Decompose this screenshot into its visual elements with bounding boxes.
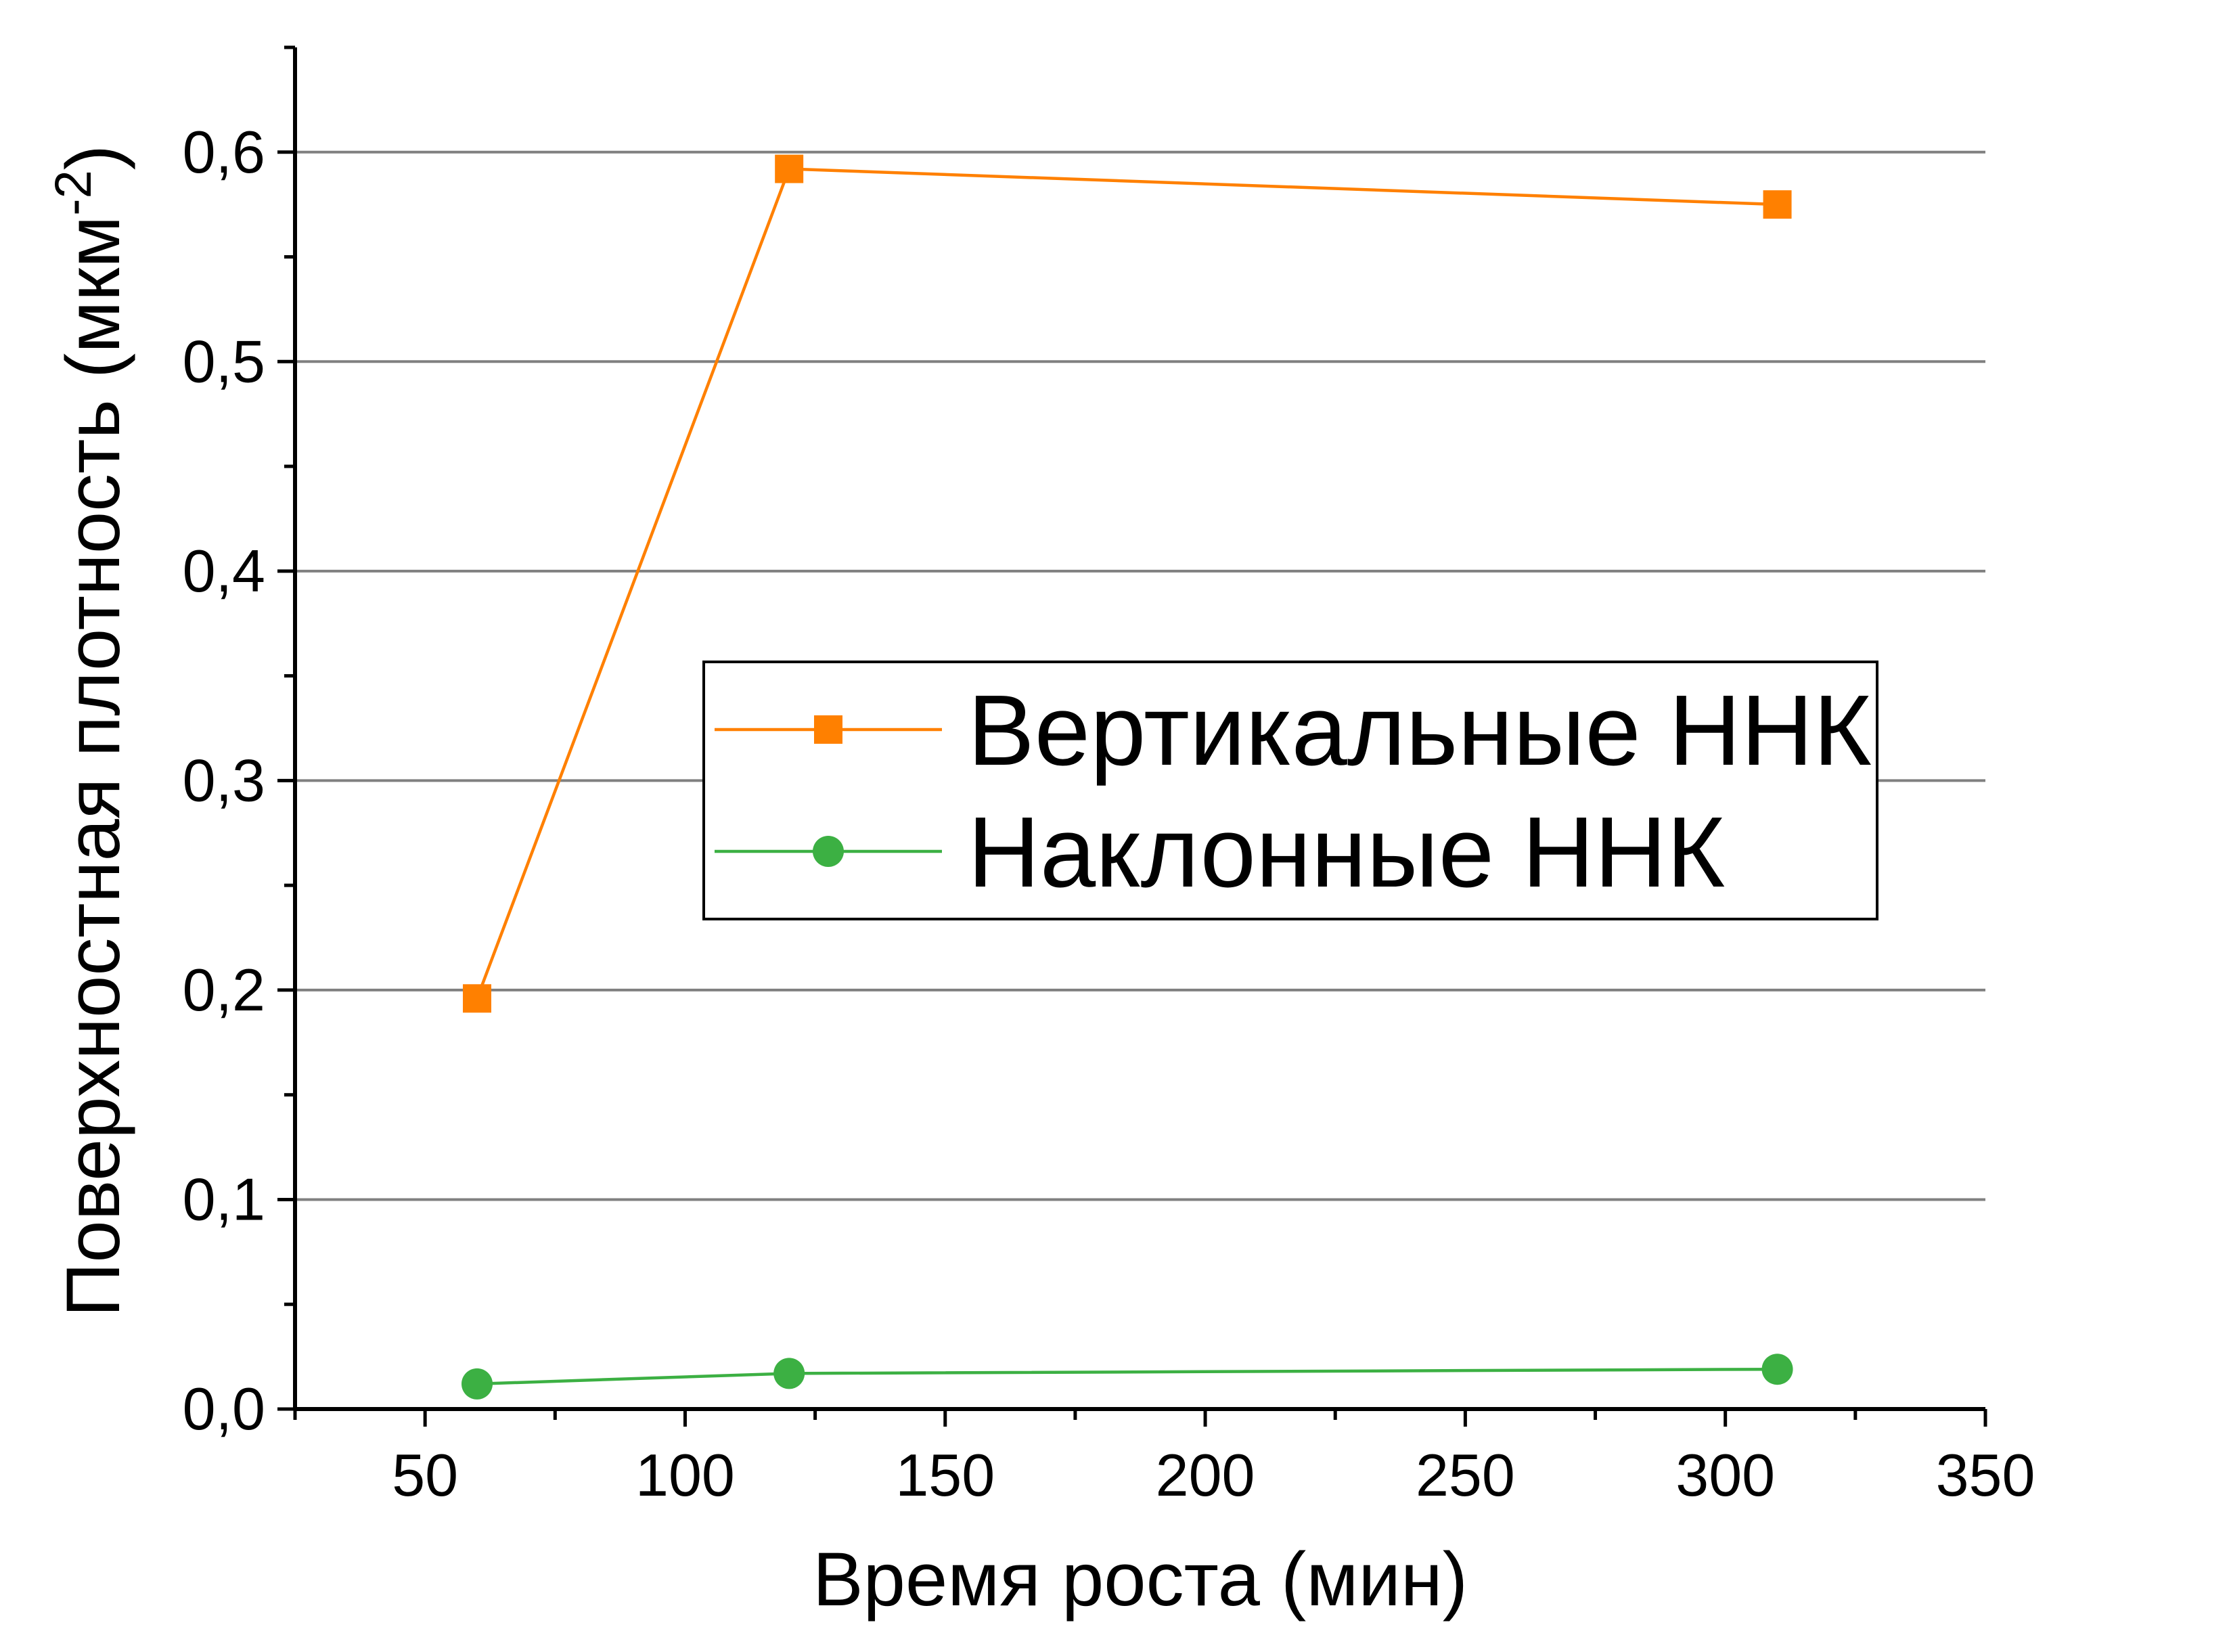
- data-point-circle: [773, 1358, 805, 1389]
- data-point-circle: [1761, 1354, 1793, 1385]
- y-axis-ticks: 0,0 0,1 0,2 0,3 0,4 0,5 0,6: [183, 45, 295, 1442]
- data-point-circle: [461, 1368, 493, 1400]
- legend-item-0: Вертикальные ННК: [715, 675, 1872, 786]
- x-axis-title: Время роста (мин): [813, 1537, 1468, 1622]
- series-0: [463, 154, 1792, 1013]
- legend-box: [702, 661, 1878, 920]
- legend-label-1: Наклонные ННК: [968, 797, 1725, 908]
- x-tick-label-5: 300: [1675, 1442, 1775, 1509]
- legend-marker-circle: [813, 836, 844, 867]
- x-tick-label-4: 250: [1416, 1442, 1515, 1509]
- x-tick-label-2: 150: [895, 1442, 995, 1509]
- data-point-square: [775, 154, 804, 183]
- y-tick-label-0: 0,0: [183, 1375, 265, 1442]
- x-tick-label-6: 350: [1936, 1442, 2035, 1509]
- legend-label-0: Вертикальные ННК: [968, 675, 1872, 786]
- y-axis-title-superscript: -2: [45, 170, 102, 216]
- y-axis-title: Поверхностная плотность (мкм-2): [45, 145, 136, 1317]
- y-tick-label-6: 0,6: [183, 118, 265, 185]
- y-axis-title-main: Поверхностная плотность (мкм: [51, 216, 135, 1317]
- legend-marker-square: [814, 715, 842, 744]
- y-tick-label-1: 0,1: [183, 1165, 265, 1232]
- y-tick-label-3: 0,3: [183, 746, 265, 813]
- y-axis-title-close: ): [51, 145, 135, 170]
- series-line-1: [476, 1367, 1778, 1386]
- series-1: [461, 1354, 1793, 1400]
- x-tick-label-0: 50: [392, 1442, 458, 1509]
- y-tick-label-5: 0,5: [183, 328, 265, 395]
- legend-item-1: Наклонные ННК: [715, 797, 1725, 908]
- x-axis-ticks: 50 100 150 200 250 300 350: [293, 1409, 2035, 1509]
- x-tick-label-1: 100: [635, 1442, 735, 1509]
- axes: [293, 47, 1985, 1411]
- data-point-square: [1763, 190, 1792, 219]
- y-tick-label-4: 0,4: [183, 537, 265, 604]
- series-group: [461, 154, 1793, 1400]
- y-tick-label-2: 0,2: [183, 956, 265, 1023]
- x-tick-label-3: 200: [1156, 1442, 1255, 1509]
- data-point-square: [463, 984, 492, 1013]
